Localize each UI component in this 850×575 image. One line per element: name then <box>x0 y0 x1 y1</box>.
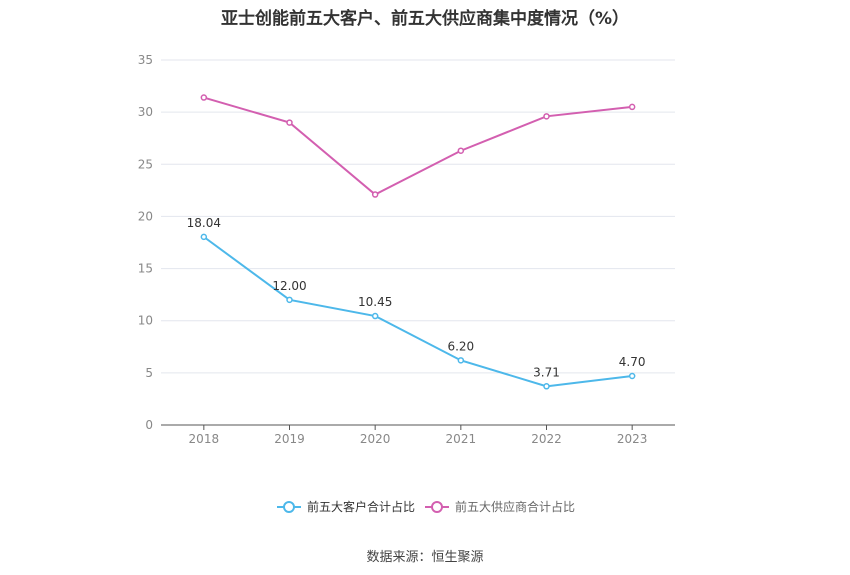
legend-label: 前五大供应商合计占比 <box>455 499 575 514</box>
data-source: 数据来源：恒生聚源 <box>366 550 484 565</box>
y-tick-label: 20 <box>138 209 153 223</box>
data-label: 4.70 <box>619 355 646 369</box>
data-label: 3.71 <box>533 365 560 379</box>
data-label: 18.04 <box>187 216 221 230</box>
data-point <box>371 312 379 320</box>
data-point <box>286 296 293 304</box>
x-tick-label: 2022 <box>531 432 562 446</box>
data-point <box>628 372 636 380</box>
data-point <box>628 103 636 111</box>
y-tick-label: 10 <box>138 314 153 328</box>
y-tick-label: 0 <box>145 418 153 432</box>
series-line-1 <box>203 236 633 388</box>
data-point <box>543 383 550 390</box>
y-tick-label: 25 <box>138 157 153 171</box>
legend-marker <box>431 501 443 513</box>
data-point <box>286 119 293 126</box>
x-tick-label: 2023 <box>617 432 648 446</box>
legend-marker <box>283 501 295 513</box>
data-point <box>371 191 379 198</box>
data-point <box>457 357 465 364</box>
data-label: 12.00 <box>272 279 306 293</box>
data-point <box>200 233 208 241</box>
y-tick-label: 30 <box>138 105 153 119</box>
data-point <box>543 113 550 120</box>
legend-label: 前五大客户合计占比 <box>307 499 415 514</box>
x-tick-label: 2019 <box>274 432 305 446</box>
y-tick-label: 15 <box>138 262 153 276</box>
x-tick-label: 2018 <box>189 432 220 446</box>
data-point <box>457 147 465 154</box>
x-tick-label: 2020 <box>360 432 391 446</box>
chart-title: 亚士创能前五大客户、前五大供应商集中度情况（%） <box>220 9 630 29</box>
data-label: 10.45 <box>358 295 392 309</box>
data-label: 6.20 <box>447 339 474 353</box>
series-line-2 <box>203 96 633 196</box>
data-point <box>200 94 208 101</box>
y-tick-label: 35 <box>138 53 153 67</box>
y-tick-label: 5 <box>145 366 153 380</box>
x-tick-label: 2021 <box>446 432 477 446</box>
